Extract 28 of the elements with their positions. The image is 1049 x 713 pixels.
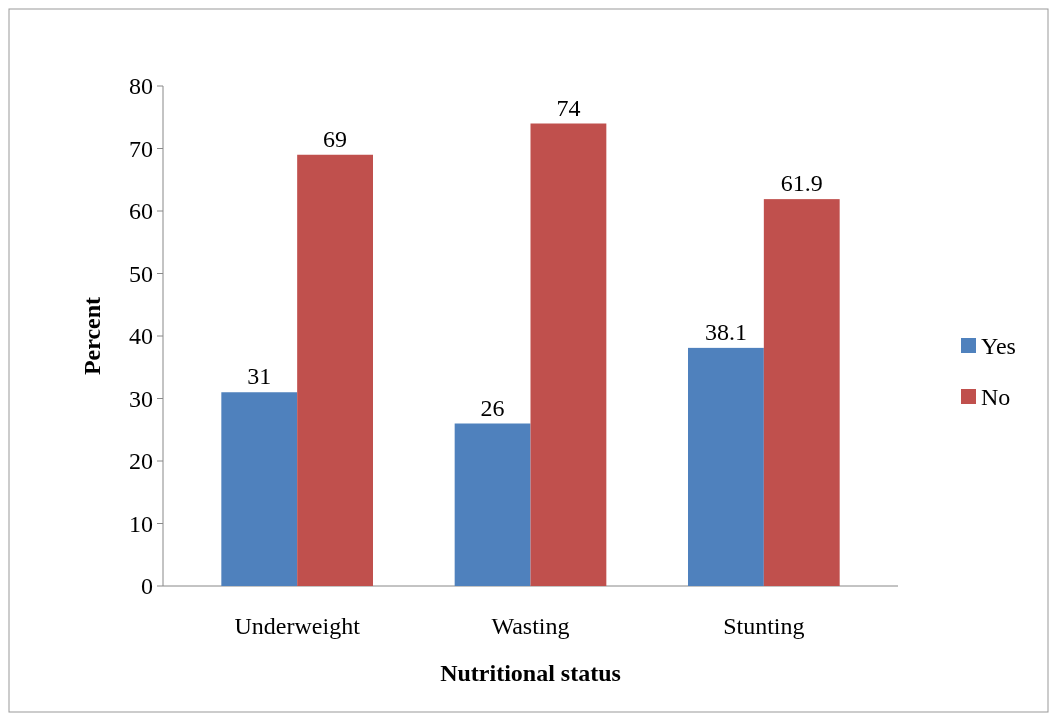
- y-tick-label: 50: [129, 260, 153, 287]
- y-tick-label: 10: [129, 510, 153, 537]
- data-label: 26: [480, 394, 505, 421]
- y-tick-label: 70: [129, 135, 153, 162]
- data-label: 31: [247, 363, 272, 390]
- y-tick-label: 40: [129, 323, 153, 350]
- y-tick-label: 60: [129, 198, 153, 225]
- bar: [763, 199, 840, 586]
- x-tick-label: Wasting: [491, 613, 570, 639]
- y-tick-label: 0: [141, 573, 153, 600]
- y-tick-label: 20: [129, 448, 153, 475]
- data-label: 38.1: [704, 318, 747, 345]
- data-label: 69: [323, 125, 348, 152]
- legend-label: Yes: [981, 333, 1016, 360]
- bar: [688, 347, 764, 586]
- y-tick-label: 30: [129, 385, 153, 412]
- bar: [454, 423, 531, 586]
- bar: [297, 154, 373, 586]
- legend-label: No: [981, 384, 1011, 411]
- y-tick-label: 80: [129, 73, 153, 100]
- data-label: 61.9: [780, 170, 823, 197]
- bar: [221, 392, 298, 586]
- y-axis-title: Percent: [79, 296, 105, 376]
- x-tick-label: Stunting: [723, 613, 805, 639]
- bar: [530, 123, 607, 586]
- x-tick-label: Underweight: [234, 613, 361, 639]
- x-axis-title: Nutritional status: [440, 660, 621, 686]
- data-label: 74: [556, 94, 581, 121]
